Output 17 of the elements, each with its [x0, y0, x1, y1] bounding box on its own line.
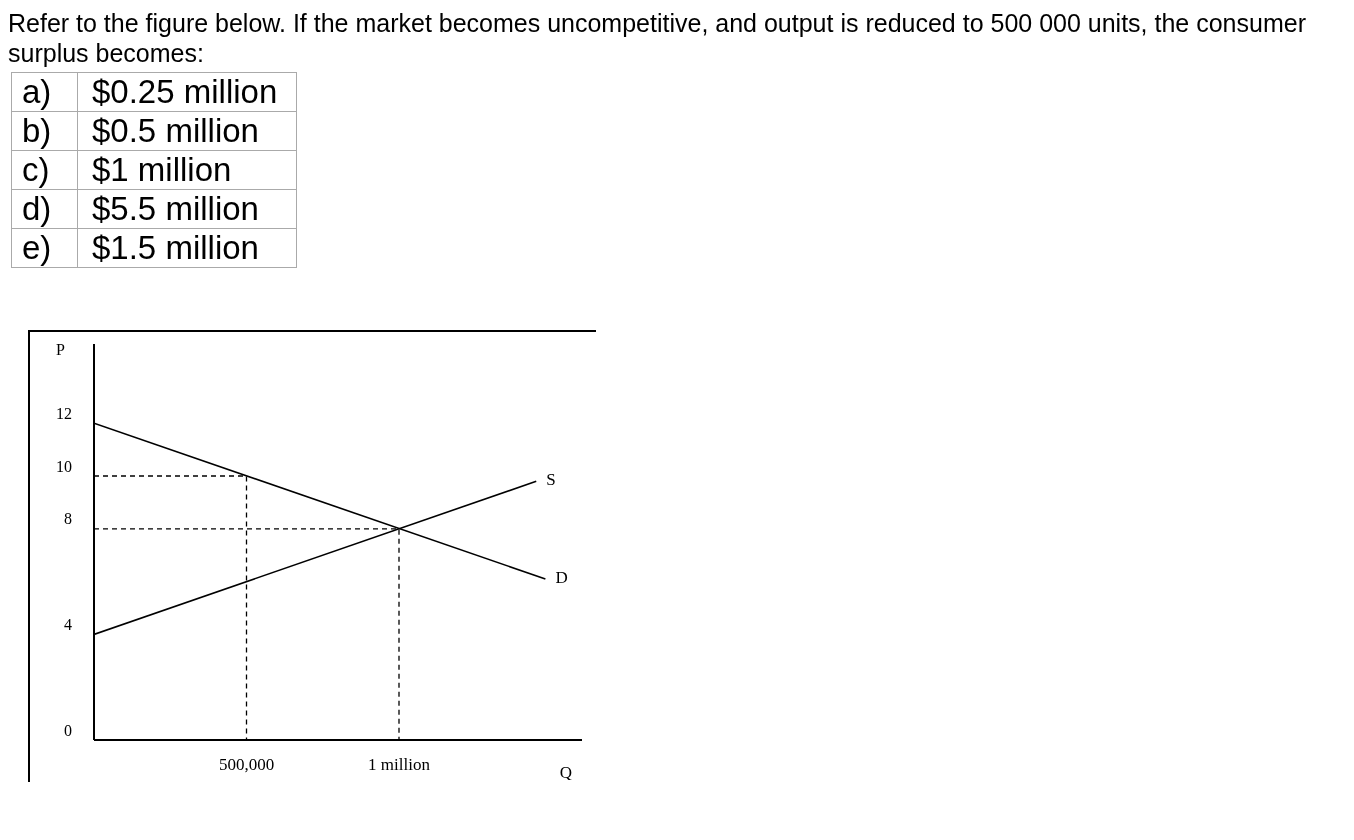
- series-label: S: [546, 470, 556, 490]
- text: d) $5.5 million: [22, 190, 259, 227]
- y-tick-label: 12: [56, 404, 72, 422]
- x-tick-label: 500,000: [218, 755, 275, 775]
- text: Refer to the figure below. If the market becomes uncompetitive, and output is reduced to 500 000 units, the consumer surplus becomes:: [8, 8, 1307, 68]
- series-label: D: [555, 567, 568, 587]
- y-tick-label: 0: [64, 721, 72, 739]
- text: e) $1.5 million: [22, 229, 259, 266]
- y-tick-label: 10: [56, 457, 72, 475]
- text: b) $0.5 million: [22, 112, 259, 149]
- text: c) $1 million: [22, 151, 232, 188]
- y-axis-title: P: [56, 341, 65, 359]
- text: a) $0.25 million: [22, 73, 278, 110]
- x-axis-title: Q: [559, 763, 572, 782]
- x-tick-label: 1 million: [368, 755, 431, 775]
- y-tick-label: 4: [64, 616, 72, 634]
- y-tick-label: 8: [64, 510, 72, 528]
